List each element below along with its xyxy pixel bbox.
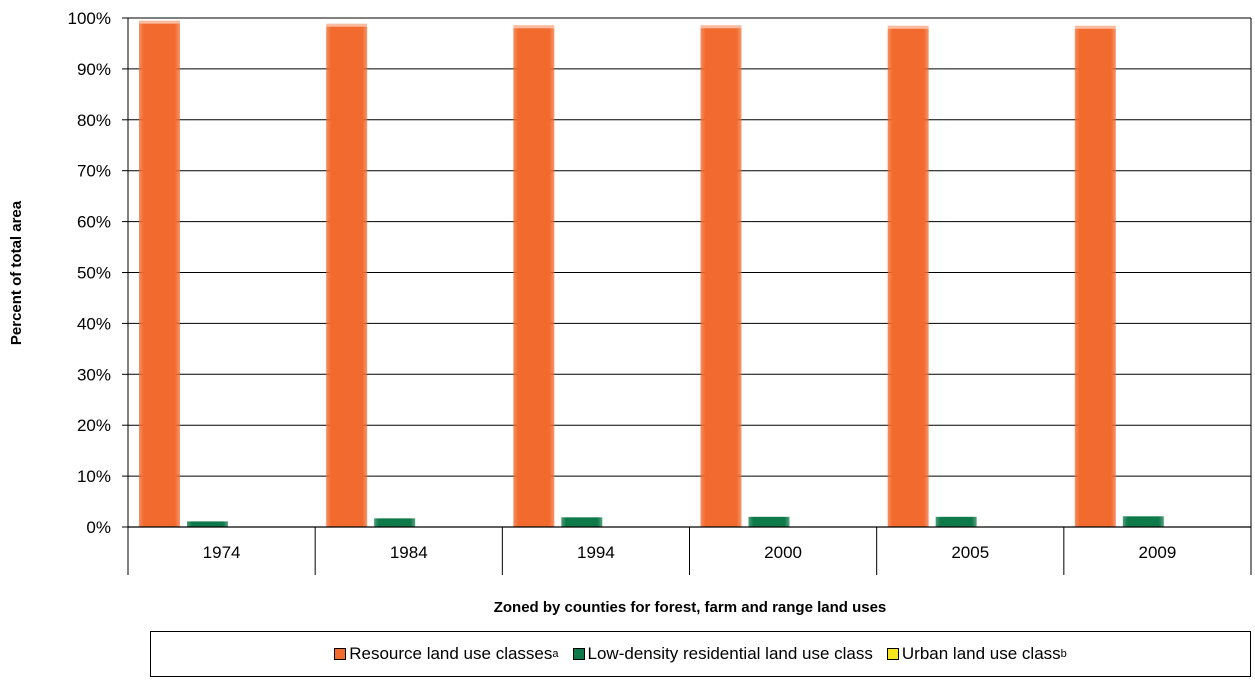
y-tick-label: 60%: [77, 213, 111, 232]
bar-low-density-residential-land-use-class-1994: [561, 517, 603, 527]
bar-top-shade: [513, 25, 555, 29]
legend-label: Resource land use classes: [349, 644, 553, 663]
bar-top-shade: [700, 25, 742, 29]
x-tick-label: 2009: [1139, 543, 1177, 562]
legend-swatch: [886, 648, 899, 660]
y-tick-label: 50%: [77, 264, 111, 283]
legend-item: Resource land use classes a: [334, 644, 559, 664]
y-axis-ticks: 0% 10% 20% 30% 40% 50% 60% 70% 80% 90% 100%: [68, 9, 128, 537]
legend-label: Urban land use class: [901, 644, 1061, 663]
y-tick-label: 70%: [77, 162, 111, 181]
bar-resource-land-use-classes-2009: [1074, 28, 1116, 528]
legend-label: Low-density residential land use class: [587, 644, 873, 663]
bar-low-density-residential-land-use-class-2005: [935, 516, 977, 527]
bar-top-shade: [326, 23, 368, 27]
bar-resource-land-use-classes-1984: [326, 26, 368, 527]
bar-resource-land-use-classes-2000: [700, 28, 742, 528]
y-tick-label: 90%: [77, 60, 111, 79]
legend-item: Urban land use class b: [886, 644, 1067, 664]
bar-low-density-residential-land-use-class-2009: [1122, 516, 1164, 527]
legend: Resource land use classes a Low-density re…: [150, 631, 1251, 677]
bar-top-shade: [139, 20, 180, 24]
bar-low-density-residential-land-use-class-1974: [187, 521, 228, 527]
x-tick-label: 2000: [764, 543, 802, 562]
x-tick-label: 1984: [390, 543, 428, 562]
x-axis-label: Zoned by counties for forest, farm and r…: [494, 599, 887, 616]
x-tick-label: 2005: [951, 543, 989, 562]
gridlines: [128, 17, 1251, 528]
bars: [139, 20, 1200, 528]
y-tick-label: 100%: [68, 9, 111, 28]
legend-swatch: [572, 648, 585, 660]
x-tick-label: 1974: [203, 543, 241, 562]
y-tick-label: 80%: [77, 111, 111, 130]
bar-top-shade: [887, 25, 929, 29]
bar-resource-land-use-classes-1994: [513, 28, 555, 528]
legend-swatch: [334, 648, 347, 660]
y-tick-label: 10%: [77, 467, 111, 486]
bar-resource-land-use-classes-2005: [887, 28, 929, 528]
x-axis-ticks: 1974 1984 1994 2000 2005 2009: [203, 543, 1177, 562]
legend-item: Low-density residential land use class: [572, 644, 873, 664]
y-axis-label: Percent of total area: [8, 200, 25, 345]
y-tick-label: 40%: [77, 314, 111, 333]
chart: 0%10%20%30%40%50%60%70%80%90%100% 1974 19…: [8, 9, 1252, 616]
y-tick-label: 20%: [77, 416, 111, 435]
bar-low-density-residential-land-use-class-2000: [748, 516, 790, 527]
bar-top-shade: [1074, 25, 1116, 29]
axes: [127, 18, 1252, 575]
x-tick-label: 1994: [577, 543, 615, 562]
bar-resource-land-use-classes-1974: [139, 23, 180, 527]
y-tick-label: 0%: [86, 518, 111, 537]
y-tick-label: 30%: [77, 365, 111, 384]
bar-low-density-residential-land-use-class-1984: [374, 518, 416, 527]
